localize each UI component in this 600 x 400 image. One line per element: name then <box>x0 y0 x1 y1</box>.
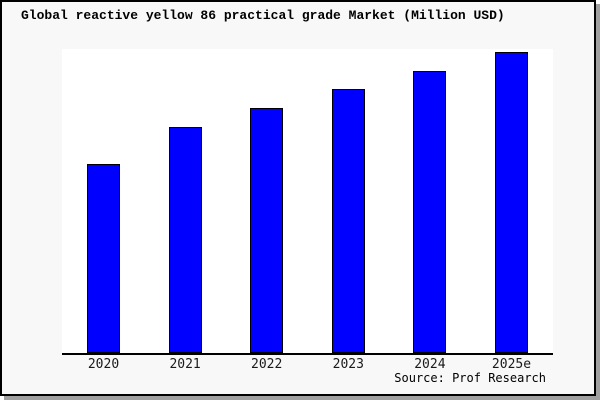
chart-title: Global reactive yellow 86 practical grad… <box>21 8 505 23</box>
x-tick-label: 2025e <box>491 357 532 372</box>
bar-2021 <box>169 127 202 353</box>
bar-2023 <box>332 89 365 353</box>
x-tick-label: 2023 <box>332 357 364 372</box>
bar-2024 <box>413 71 446 353</box>
bar-2025e <box>495 52 528 353</box>
bar-2022 <box>250 108 283 353</box>
x-tick-label: 2022 <box>251 357 283 372</box>
source-credit: Source: Prof Research <box>394 371 546 385</box>
x-tick-label: 2024 <box>414 357 446 372</box>
x-tick-label: 2020 <box>87 357 120 372</box>
plot-area: 2020 2021 2022 2023 2024 2025e <box>62 49 553 372</box>
x-tick-label: 2021 <box>169 357 201 372</box>
bar-2020 <box>87 164 120 353</box>
